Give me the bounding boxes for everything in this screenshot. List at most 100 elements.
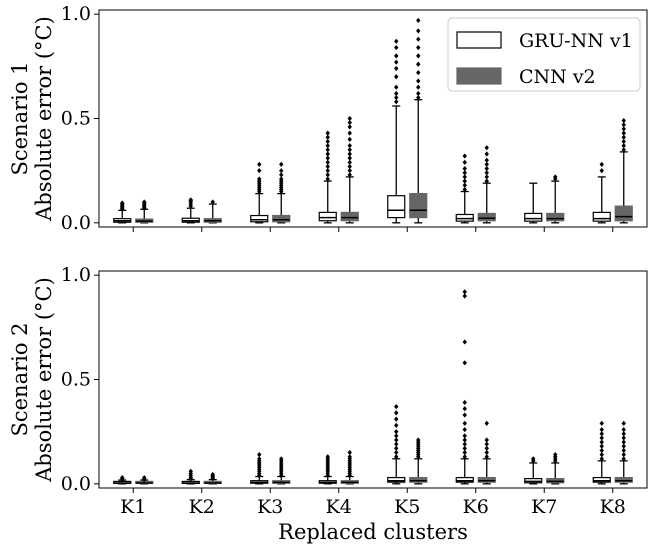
outlier-point [257,176,262,182]
outlier-point [621,420,626,426]
outlier-point [621,447,626,454]
outlier-point [484,449,489,456]
outlier-point [416,53,421,59]
outlier-point [462,186,467,193]
box-cnn-k1 [135,199,154,224]
outlier-point [531,456,536,462]
outlier-point [347,143,352,149]
outlier-point [462,426,467,433]
y-axis-title-line: Absolute error (°C) [32,277,56,483]
box-gru-k4 [318,130,337,224]
box-cnn-k5 [409,17,428,224]
x-tick-label-k2: K2 [189,496,215,518]
outlier-point [394,437,399,443]
outlier-point [325,147,330,153]
outlier-point [621,117,626,124]
iqr-box [387,195,406,219]
iqr-box [477,212,496,222]
outlier-point [416,84,421,90]
y-tick-label: 0.5 [61,108,91,130]
outlier-point [484,437,489,443]
x-axis-title: Replaced clusters [278,520,468,544]
outlier-point [210,471,215,478]
outlier-point [142,474,147,481]
box-cnn-k6 [477,420,496,485]
legend: GRU-NN v1 CNN v2 [447,17,641,92]
outlier-point [599,435,604,441]
outlier-point [621,143,626,149]
outlier-point [325,155,330,161]
outlier-point [325,176,330,182]
outlier-point [325,172,330,178]
box-cnn-k6 [477,145,496,224]
outlier-point [394,53,399,59]
iqr-box [272,214,291,223]
outlier-point [484,178,489,184]
outlier-point [394,38,399,44]
legend-label-gru: GRU-NN v1 [519,30,633,52]
outlier-point [279,168,284,174]
outlier-point [484,174,489,180]
outlier-point [599,456,604,462]
legend-label-cnn: CNN v2 [519,66,596,88]
outlier-point [462,433,467,439]
outlier-point [188,468,193,474]
outlier-point [462,406,467,412]
outlier-point [484,454,489,460]
outlier-point [394,404,399,410]
outlier-point [462,289,467,295]
outlier-point [142,199,147,205]
outlier-point [257,168,262,174]
outlier-point [347,130,352,136]
outlier-point [394,65,399,72]
outlier-point [257,456,262,462]
box-cnn-k3 [272,161,291,224]
box-gru-k6 [455,153,474,224]
outlier-point [394,410,399,416]
outlier-point [462,420,467,426]
outlier-point [621,456,626,462]
box-cnn-k4 [340,449,359,485]
outlier-point [394,422,399,429]
outlier-point [621,138,626,145]
iqr-box [455,476,474,483]
outlier-point [621,130,626,136]
outlier-point [394,441,399,447]
outlier-point [484,161,489,168]
outlier-point [462,178,467,184]
outlier-point [621,431,626,437]
outlier-point [416,44,421,51]
outlier-point [462,182,467,188]
outlier-point [621,126,626,132]
legend-swatch-gru [456,31,502,49]
outlier-point [553,452,558,458]
outlier-point [347,163,352,170]
outlier-point [394,433,399,439]
x-tick-label-k1: K1 [120,496,146,518]
box-gru-k2 [181,197,200,224]
plot-frame [98,270,648,489]
outlier-point [325,134,330,140]
y-tick-label: 1.0 [61,264,91,286]
outlier-point [394,84,399,90]
box-gru-k2 [181,468,200,485]
box-cnn-k4 [340,115,359,224]
outlier-point [325,163,330,170]
box-gru-k5 [387,404,406,485]
outlier-point [462,360,467,366]
outlier-point [484,445,489,451]
outlier-point [599,452,604,458]
outlier-point [599,426,604,433]
box-cnn-k5 [409,437,428,485]
outlier-point [416,95,421,101]
outlier-point [257,161,262,168]
outlier-point [462,159,467,165]
outlier-point [462,293,467,299]
iqr-box [524,212,543,222]
outlier-point [347,449,352,456]
outlier-point [347,454,352,460]
outlier-point [325,143,330,149]
outlier-point [599,439,604,445]
box-cnn-k8 [614,117,633,224]
